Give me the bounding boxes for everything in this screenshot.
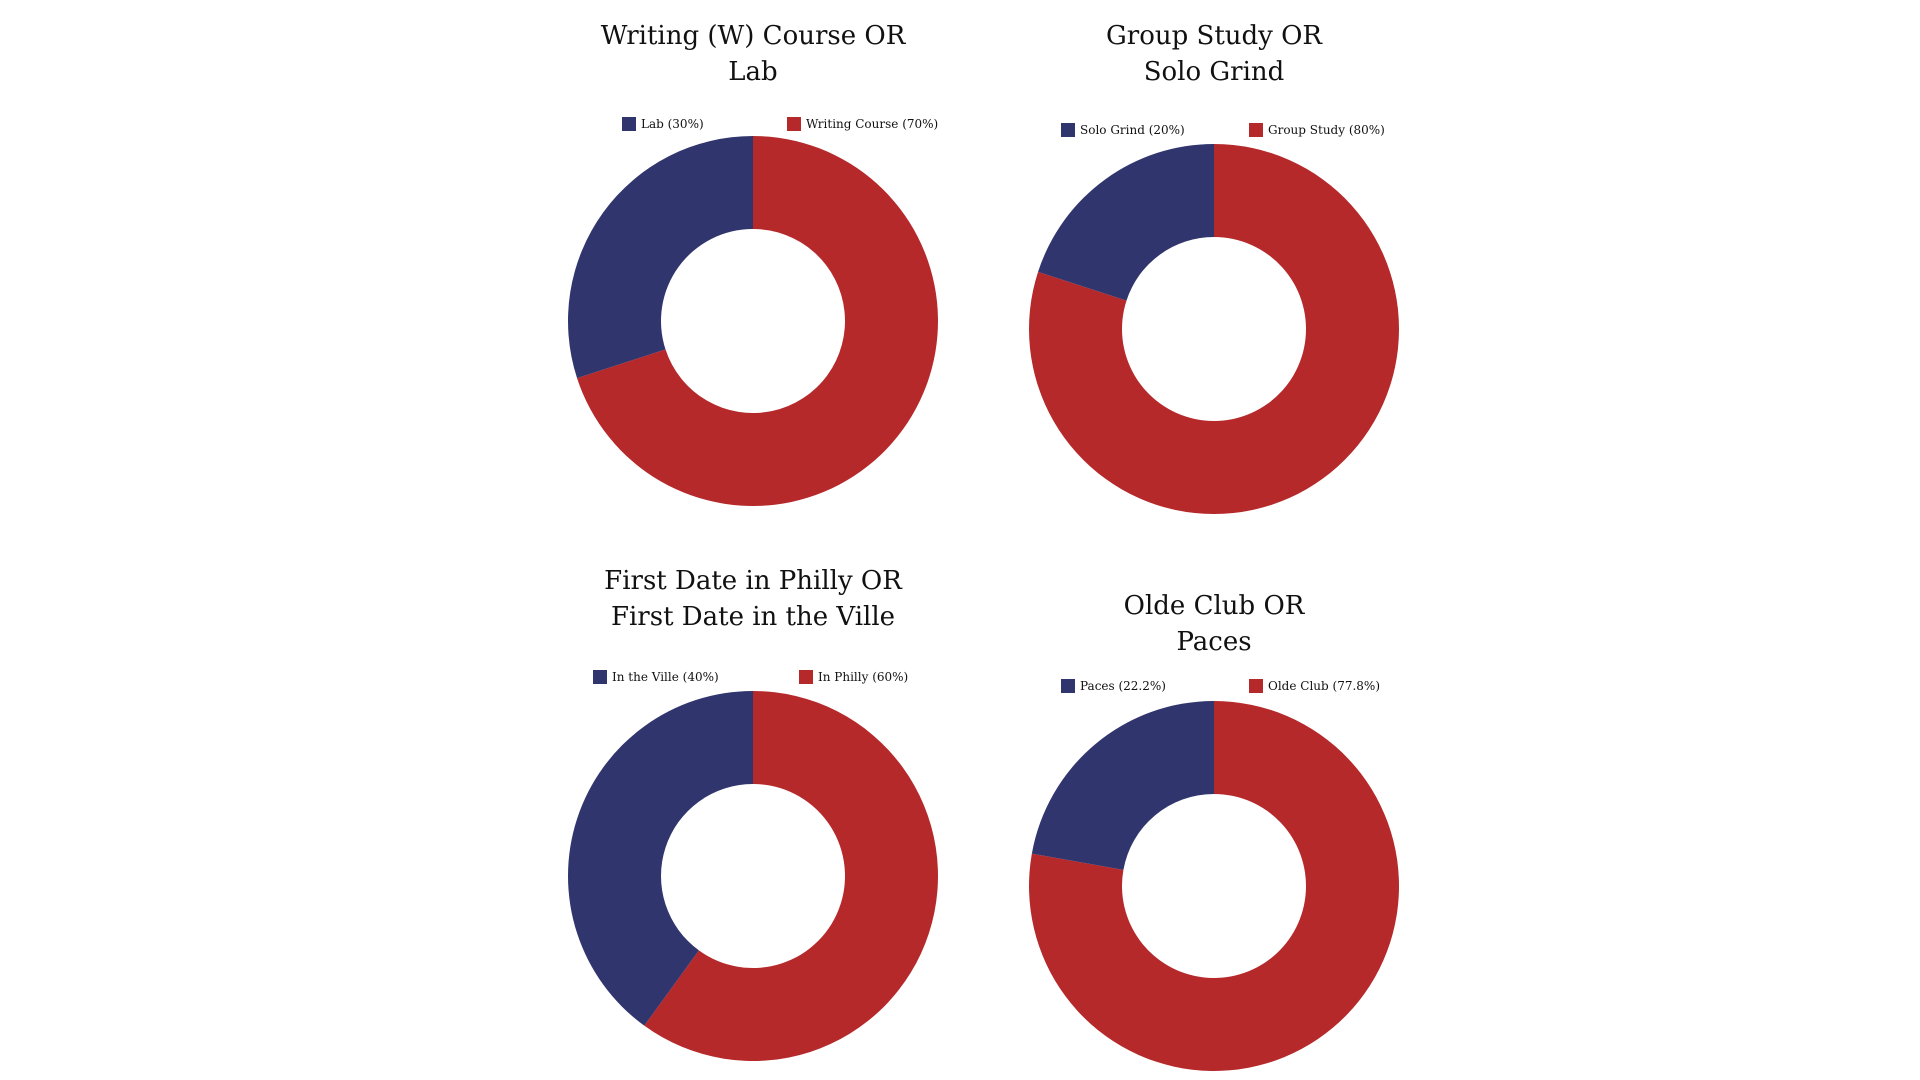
chart-title-line-1: Group Study OR	[1106, 21, 1322, 51]
legend-item-in-the-ville: In the Ville (40%)	[593, 670, 719, 684]
legend-item-group-study: Group Study (80%)	[1249, 123, 1385, 137]
legend-label: In the Ville (40%)	[612, 670, 719, 684]
legend-swatch	[1061, 123, 1075, 137]
chart-title-line-1: First Date in Philly OR	[604, 566, 902, 596]
legend-label: In Philly (60%)	[818, 670, 909, 684]
legend-item-paces: Paces (22.2%)	[1061, 679, 1166, 693]
chart-title-line-2: Lab	[728, 57, 778, 87]
chart-title-line-2: First Date in the Ville	[610, 602, 896, 632]
chart-writing-vs-lab: Writing (W) Course OR Lab Lab (30%) Writ…	[523, 0, 983, 520]
donut-chart	[1029, 701, 1399, 1071]
legend-label: Group Study (80%)	[1268, 123, 1385, 137]
donut-chart	[568, 136, 938, 506]
legend-label: Olde Club (77.8%)	[1268, 679, 1381, 693]
legend-swatch	[622, 117, 636, 131]
donut-slice-lab	[568, 136, 753, 379]
legend-swatch	[1249, 123, 1263, 137]
chart-title-line-2: Solo Grind	[1143, 57, 1285, 87]
chart-title-line-1: Olde Club OR	[1123, 591, 1305, 621]
legend-swatch	[799, 670, 813, 684]
chart-title-line-1: Writing (W) Course OR	[600, 21, 906, 51]
chart-group-study-vs-solo-grind: Group Study OR Solo Grind Solo Grind (20…	[984, 0, 1444, 520]
chart-title-line-2: Paces	[1176, 627, 1252, 657]
legend-item-writing-course: Writing Course (70%)	[787, 117, 938, 131]
legend-swatch	[787, 117, 801, 131]
donut-slice-olde-club	[1029, 701, 1399, 1071]
donut-chart	[568, 691, 938, 1061]
legend-item-olde-club: Olde Club (77.8%)	[1249, 679, 1380, 693]
legend-label: Paces (22.2%)	[1080, 679, 1166, 693]
chart-philly-vs-ville: First Date in Philly OR First Date in th…	[523, 545, 983, 1080]
legend-item-in-philly: In Philly (60%)	[799, 670, 908, 684]
chart-title: Olde Club OR Paces	[984, 588, 1444, 660]
chart-title: Group Study OR Solo Grind	[984, 18, 1444, 90]
donut-slice-in-philly	[644, 691, 938, 1061]
donut-slice-group-study	[1029, 144, 1399, 514]
legend-swatch	[1249, 679, 1263, 693]
legend-label: Lab (30%)	[641, 117, 704, 131]
donut-slice-paces	[1031, 701, 1214, 870]
donut-slice-solo-grind	[1038, 144, 1214, 301]
donut-slice-writing-course	[577, 136, 938, 506]
legend-swatch	[1061, 679, 1075, 693]
legend-item-solo-grind: Solo Grind (20%)	[1061, 123, 1185, 137]
legend-item-lab: Lab (30%)	[622, 117, 704, 131]
legend-swatch	[593, 670, 607, 684]
legend-label: Solo Grind (20%)	[1080, 123, 1185, 137]
donut-chart	[1029, 144, 1399, 514]
chart-title: First Date in Philly OR First Date in th…	[523, 563, 983, 635]
chart-olde-club-vs-paces: Olde Club OR Paces Paces (22.2%) Olde Cl…	[984, 545, 1444, 1080]
donut-slice-in-the-ville	[568, 691, 753, 1026]
legend-label: Writing Course (70%)	[806, 117, 939, 131]
chart-title: Writing (W) Course OR Lab	[523, 18, 983, 90]
